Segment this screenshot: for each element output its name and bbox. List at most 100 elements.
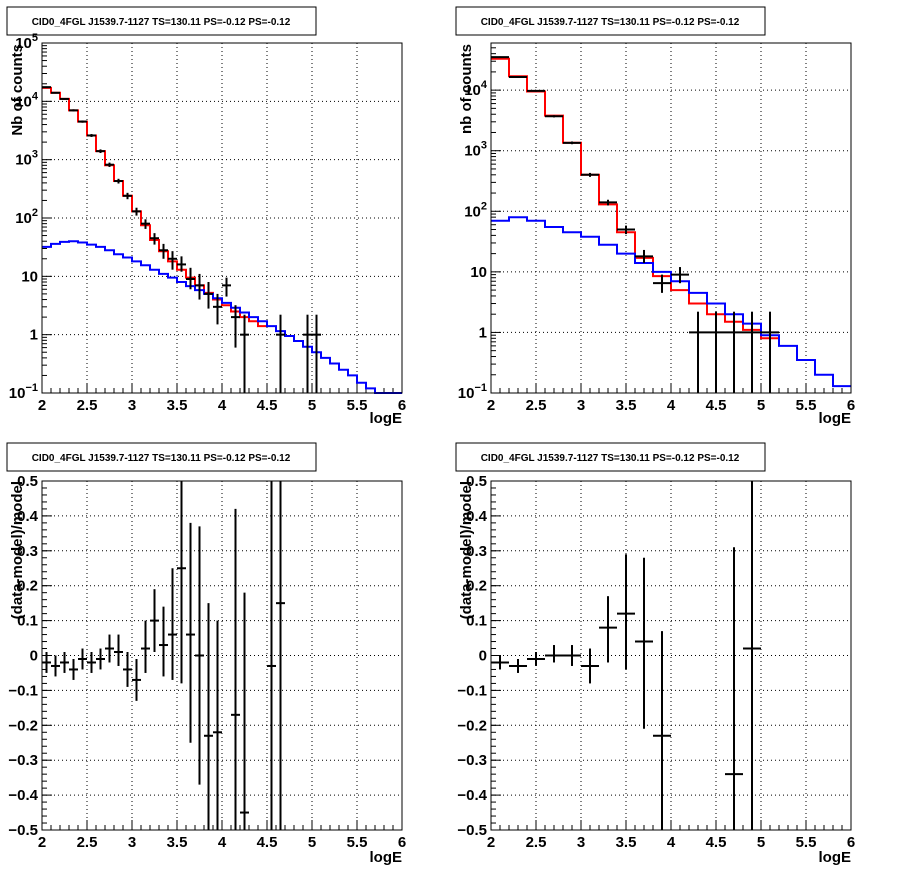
y-tick-label: −0.2 [8, 717, 38, 734]
data-point [204, 603, 213, 830]
title-box [6, 6, 317, 36]
data-point [159, 243, 168, 259]
data-point [60, 97, 69, 100]
y-tick-label: 102 [15, 207, 38, 227]
chart-title: CID0_4FGL J1539.7-1127 TS=130.11 PS=-0.1… [481, 453, 740, 464]
title-box [6, 442, 317, 472]
y-tick-label: 103 [464, 140, 487, 160]
chart-title: CID0_4FGL J1539.7-1127 TS=130.11 PS=-0.1… [32, 17, 291, 28]
data-point [563, 141, 581, 145]
data-point [671, 267, 689, 284]
plot-area: 2 2.5 3 3.5 4 4.5 5 5.5 6 10−1 1 10 102 103 104 105 [9, 32, 406, 414]
data-point [87, 134, 96, 137]
x-tick-label: 3 [577, 397, 585, 414]
data-point [545, 645, 563, 663]
data-point [168, 568, 177, 680]
plot-background [491, 43, 851, 393]
x-tick-label: 3 [128, 834, 136, 851]
chart-title: CID0_4FGL J1539.7-1127 TS=130.11 PS=-0.1… [32, 453, 291, 464]
data-point [51, 655, 60, 677]
data-point [150, 589, 159, 653]
plot-area: 2 2.5 3 3.5 4 4.5 5 5.5 6 −0.5 −0.4 −0.3 −0.2 −0.1 0 0.… [8, 473, 406, 851]
data-point [132, 207, 141, 216]
x-tick-label: 4 [667, 397, 676, 414]
x-tick-label: 5.5 [796, 397, 817, 414]
plot-frame [41, 42, 403, 394]
title-box [455, 6, 766, 36]
data-point [105, 162, 114, 167]
data-point [617, 225, 635, 235]
data-point [177, 481, 186, 684]
x-axis-label: logE [370, 849, 403, 866]
x-tick-label: 5.5 [347, 397, 368, 414]
data-point [563, 645, 581, 666]
title-box [455, 442, 766, 472]
data-point [69, 658, 78, 680]
y-tick-label: 1 [479, 324, 487, 341]
plot-frame [490, 42, 852, 394]
y-tick-label: 105 [15, 32, 38, 52]
data-point [231, 508, 240, 830]
y-axis-label: Nb of counts [9, 44, 26, 136]
x-axis-label: logE [819, 410, 852, 427]
data-point [123, 192, 132, 200]
data-point [276, 481, 285, 830]
plot-area: 2 2.5 3 3.5 4 4.5 5 5.5 6 10−1 1 10 102 103 104 [458, 42, 855, 414]
x-tick-label: 5 [308, 397, 316, 414]
x-tick-label: 2 [38, 834, 46, 851]
y-tick-label: 1 [30, 327, 38, 344]
y-tick-label: −0.3 [457, 752, 487, 769]
data-point [114, 178, 123, 184]
data-point [653, 631, 671, 830]
data-point [195, 273, 204, 300]
x-tick-label: 2.5 [526, 397, 547, 414]
background-model-line [491, 216, 851, 388]
data-point [177, 256, 186, 272]
data-point [186, 522, 195, 743]
y-tick-label: −0.5 [457, 822, 487, 839]
data-point [195, 526, 204, 785]
panel-bottom-left: CID0_4FGL J1539.7-1127 TS=130.11 PS=-0.1… [6, 442, 406, 866]
data-point [581, 648, 599, 684]
y-tick-label: 10−1 [458, 382, 487, 402]
data-point [491, 655, 509, 670]
y-tick-label: 10 [470, 264, 487, 281]
y-tick-label: 0.3 [17, 543, 38, 560]
panel-top-right: CID0_4FGL J1539.7-1127 TS=130.11 PS=-0.1… [455, 6, 855, 427]
data-point [240, 314, 249, 393]
y-axis-label: (data-model)/model [458, 481, 475, 619]
data-point [743, 311, 761, 393]
y-tick-label: 104 [15, 90, 39, 110]
data-point [213, 620, 222, 830]
data-point [599, 199, 617, 206]
data-point [653, 274, 671, 293]
data-point [581, 172, 599, 177]
x-tick-label: 4.5 [706, 397, 727, 414]
panel-top-left: CID0_4FGL J1539.7-1127 TS=130.11 PS=-0.1… [6, 6, 406, 427]
y-tick-label: 0.1 [466, 613, 487, 630]
x-tick-label: 2.5 [77, 834, 98, 851]
plot-frame [41, 480, 403, 831]
data-point [725, 547, 743, 830]
data-point [78, 120, 87, 123]
data-point [123, 652, 132, 687]
data-point [42, 86, 51, 89]
data-point [204, 281, 213, 309]
chart-title: CID0_4FGL J1539.7-1127 TS=130.11 PS=-0.1… [481, 17, 740, 28]
data-point [312, 314, 321, 393]
data-point [689, 311, 707, 393]
x-tick-label: 3.5 [616, 834, 637, 851]
data-point [240, 592, 249, 830]
x-tick-label: 5 [757, 834, 765, 851]
y-axis-label: (data-model)/model [9, 481, 26, 619]
y-tick-label: 0.4 [466, 508, 488, 525]
data-point [276, 314, 285, 393]
data-point [635, 249, 653, 264]
x-tick-label: 6 [398, 397, 406, 414]
data-point [707, 311, 725, 393]
data-point [213, 293, 222, 325]
data-point [96, 149, 105, 154]
y-tick-label: −0.4 [457, 787, 487, 804]
data-point [78, 648, 87, 670]
